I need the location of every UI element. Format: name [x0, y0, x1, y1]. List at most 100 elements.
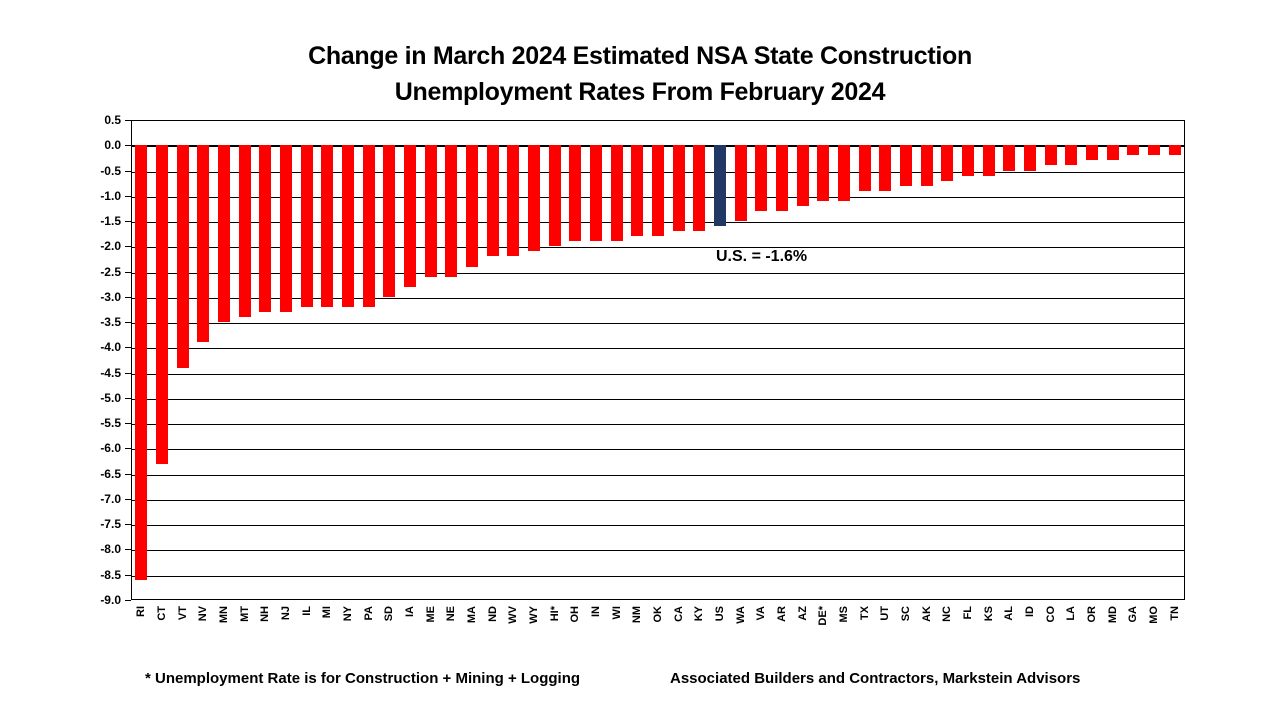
bar-KY: [693, 145, 706, 232]
gridline: [132, 575, 1184, 577]
gridline: [132, 550, 1184, 552]
y-axis-tick-label: -7.5: [100, 517, 121, 532]
bar-OR: [1086, 145, 1098, 161]
x-axis-label-AK: AK: [920, 606, 933, 622]
x-axis-label-NM: NM: [631, 606, 644, 624]
bar-SD: [383, 145, 396, 297]
bar-IA: [404, 145, 416, 287]
gridline: [132, 449, 1184, 451]
y-axis-tick-label: -4.0: [100, 340, 121, 355]
y-axis-tick-label: -2.5: [100, 264, 121, 279]
y-tick: [125, 195, 131, 197]
bar-CA: [672, 145, 685, 232]
x-axis-label-TX: TX: [858, 606, 871, 621]
bar-MT: [238, 145, 251, 318]
gridline: [132, 297, 1184, 299]
x-axis-label-MS: MS: [838, 606, 850, 623]
gridline: [132, 323, 1184, 325]
x-axis-label-SC: SC: [900, 606, 912, 622]
bar-WI: [610, 145, 623, 242]
y-axis-tick-label: -1.5: [100, 214, 121, 229]
bar-NM: [631, 145, 644, 237]
y-axis-tick-label: -8.0: [100, 542, 121, 557]
x-axis-label-OR: OR: [1086, 606, 1098, 623]
y-axis-tick-label: -8.5: [100, 567, 121, 582]
bar-MI: [321, 145, 334, 307]
gridline: [132, 272, 1184, 274]
y-tick: [125, 600, 131, 601]
x-axis-label-WI: WI: [610, 606, 623, 620]
bar-MA: [466, 145, 478, 267]
x-axis-label-KS: KS: [982, 606, 995, 622]
x-axis-label-MO: MO: [1148, 606, 1160, 624]
bar-NJ: [280, 145, 292, 312]
bar-OK: [652, 145, 664, 237]
x-axis-label-SD: SD: [383, 606, 396, 622]
y-tick: [125, 347, 131, 349]
y-axis-tick-label: -5.0: [100, 390, 121, 405]
y-tick: [125, 221, 131, 223]
bar-MD: [1106, 145, 1119, 161]
y-axis-tick-label: 0.0: [104, 138, 121, 153]
y-tick: [125, 322, 131, 324]
y-axis-tick-label: -6.0: [100, 441, 121, 456]
x-axis-label-NY: NY: [342, 606, 354, 622]
bar-FL: [962, 145, 974, 176]
x-axis-label-LA: LA: [1065, 606, 1078, 621]
x-axis-label-UT: UT: [879, 606, 892, 621]
x-axis-label-CO: CO: [1044, 606, 1057, 623]
bar-VT: [176, 145, 189, 368]
y-tick: [125, 549, 131, 551]
bar-IL: [300, 145, 313, 307]
bar-KS: [982, 145, 995, 176]
x-axis-label-OK: OK: [652, 606, 664, 623]
y-axis-tick-label: -4.5: [100, 365, 121, 380]
bar-WV: [507, 145, 520, 257]
x-axis-label-CA: CA: [672, 606, 685, 622]
x-axis-label-FL: FL: [962, 606, 974, 620]
chart-title-line1: Change in March 2024 Estimated NSA State…: [308, 42, 972, 70]
x-axis-label-GA: GA: [1127, 606, 1140, 623]
x-axis-label-NJ: NJ: [280, 606, 292, 621]
x-axis-label-WA: WA: [734, 606, 747, 624]
bar-MS: [838, 145, 850, 201]
x-axis-label-NV: NV: [197, 606, 210, 622]
x-axis-label-NC: NC: [941, 606, 954, 622]
x-axis-label-IA: IA: [404, 606, 416, 617]
gridline: [132, 398, 1184, 400]
x-axis-label-ID: ID: [1024, 606, 1036, 617]
bar-NH: [259, 145, 272, 312]
y-tick: [125, 170, 131, 172]
bar-NV: [197, 145, 210, 343]
bar-TX: [858, 145, 871, 191]
source-credit: Associated Builders and Contractors, Mar…: [670, 670, 1081, 687]
x-axis-label-PA: PA: [362, 606, 375, 621]
x-axis-label-TN: TN: [1168, 606, 1181, 621]
gridline: [132, 424, 1184, 426]
bar-OH: [569, 145, 582, 242]
bar-VA: [755, 145, 768, 211]
y-tick: [125, 246, 131, 248]
chart-title: Change in March 2024 Estimated NSA State…: [0, 38, 1280, 110]
bar-UT: [879, 145, 892, 191]
gridline: [132, 247, 1184, 249]
footnote: * Unemployment Rate is for Construction …: [145, 670, 581, 687]
y-tick: [125, 372, 131, 374]
y-axis-tick-label: -0.5: [100, 163, 121, 178]
y-tick: [125, 120, 131, 121]
bar-AZ: [796, 145, 809, 206]
bar-US: [714, 145, 726, 227]
x-axis-label-OH: OH: [569, 606, 582, 623]
y-axis-tick-label: -5.5: [100, 416, 121, 431]
bar-AR: [776, 145, 788, 211]
x-axis-label-NH: NH: [259, 606, 272, 622]
y-tick: [125, 145, 131, 147]
gridline: [132, 373, 1184, 375]
y-axis-tick-label: -3.0: [100, 289, 121, 304]
x-axis-label-WY: WY: [528, 606, 540, 624]
x-axis-label-AL: AL: [1003, 606, 1016, 621]
y-tick: [125, 448, 131, 450]
x-axis-label-HI: HI*: [548, 606, 561, 622]
x-axis-label-MN: MN: [218, 606, 230, 624]
